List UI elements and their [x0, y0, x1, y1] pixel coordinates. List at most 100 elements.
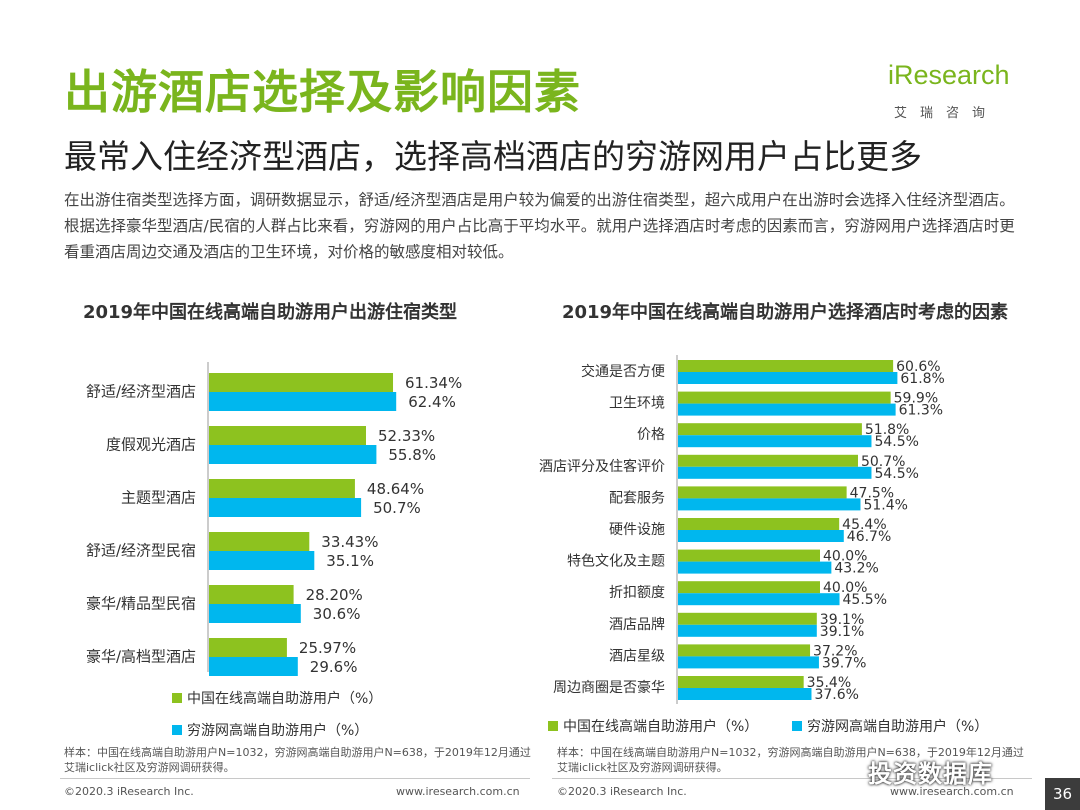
right-footer-rule	[552, 778, 1032, 779]
legend-label: 穷游网高端自助游用户（%）	[807, 719, 989, 735]
right-sample-note: 样本：中国在线高端自助游用户N=1032，穷游网高端自助游用户N=638，于20…	[557, 746, 1024, 774]
left-bar-green	[209, 479, 355, 498]
right-legend-item-green: 中国在线高端自助游用户（%）	[548, 716, 758, 736]
right-value-label: 47.5%	[850, 485, 894, 501]
legend-swatch-blue	[172, 725, 182, 735]
left-copyright: ©2020.3 iResearch Inc.	[64, 785, 194, 798]
right-value-label: 51.4%	[863, 497, 907, 513]
page-title: 出游酒店选择及影响因素	[64, 65, 581, 119]
right-chart-title: 2019年中国在线高端自助游用户选择酒店时考虑的因素	[561, 302, 1009, 323]
right-bar-green	[678, 612, 817, 625]
right-category-label: 卫生环境	[609, 396, 665, 412]
right-value-label: 39.7%	[822, 655, 866, 671]
right-value-label: 54.5%	[874, 466, 918, 482]
left-bar-green	[209, 532, 310, 551]
left-value-label: 28.20%	[306, 586, 363, 604]
right-value-label: 35.4%	[807, 675, 851, 691]
legend-swatch-green	[172, 693, 182, 703]
left-category-label: 豪华/精品型民宿	[86, 595, 196, 613]
right-bar-blue	[678, 466, 872, 479]
left-category-label: 度假观光酒店	[106, 436, 196, 454]
right-value-label: 51.8%	[865, 422, 909, 438]
logo-subtitle: 艾瑞咨询	[894, 106, 999, 121]
right-bar-green	[678, 644, 811, 657]
right-value-label: 60.6%	[896, 359, 940, 375]
right-bar-green	[678, 676, 804, 688]
right-bar-blue	[678, 624, 817, 637]
right-bar-green	[678, 549, 820, 562]
right-value-label: 46.7%	[847, 529, 891, 545]
right-bar-blue	[678, 498, 861, 511]
right-value-label: 45.5%	[843, 592, 887, 608]
right-value-label: 39.1%	[820, 624, 864, 640]
right-value-label: 54.5%	[874, 434, 918, 450]
right-bar-blue	[678, 530, 844, 542]
legend-swatch-green	[548, 721, 558, 731]
right-category-label: 价格	[637, 427, 665, 443]
right-category-label: 周边商圈是否豪华	[553, 680, 665, 696]
right-value-label: 39.1%	[820, 612, 864, 628]
right-category-label: 特色文化及主题	[567, 553, 665, 570]
right-value-label: 37.6%	[814, 687, 858, 703]
watermark: 投资数据库	[868, 760, 993, 788]
left-chart-title: 2019年中国在线高端自助游用户出游住宿类型	[82, 302, 458, 323]
right-copyright: ©2020.3 iResearch Inc.	[557, 785, 687, 798]
left-sample-note: 样本：中国在线高端自助游用户N=1032，穷游网高端自助游用户N=638，于20…	[64, 746, 531, 774]
right-bar-blue	[678, 403, 896, 416]
right-value-label: 59.9%	[894, 391, 938, 407]
left-bar-blue	[209, 604, 301, 623]
left-category-label: 舒适/经济型酒店	[86, 383, 196, 401]
left-value-label: 55.8%	[388, 446, 436, 464]
right-value-label: 61.8%	[900, 371, 944, 387]
right-bar-blue	[678, 372, 898, 384]
right-bar-green	[678, 423, 862, 436]
left-category-label: 主题型酒店	[121, 489, 196, 507]
left-legend-item-blue: 穷游网高端自助游用户（%）	[172, 720, 368, 740]
left-footer-rule	[60, 778, 530, 779]
left-value-label: 25.97%	[299, 639, 356, 657]
right-bar-green	[678, 518, 840, 530]
left-category-label: 豪华/高档型酒店	[86, 648, 196, 666]
left-bar-blue	[209, 445, 377, 464]
right-value-label: 50.7%	[861, 454, 905, 470]
left-value-label: 30.6%	[313, 605, 361, 623]
right-category-label: 酒店评分及住客评价	[539, 458, 665, 475]
right-category-label: 配套服务	[609, 490, 665, 506]
right-category-label: 酒店品牌	[609, 616, 665, 633]
legend-label: 中国在线高端自助游用户（%）	[187, 691, 383, 707]
left-value-label: 50.7%	[373, 499, 421, 517]
page-number: 36	[1045, 778, 1080, 810]
right-bar-green	[678, 391, 891, 404]
left-value-label: 33.43%	[321, 533, 378, 551]
left-value-label: 35.1%	[326, 552, 374, 570]
right-bar-green	[678, 581, 820, 594]
right-category-label: 酒店星级	[609, 648, 665, 664]
left-bar-green	[209, 373, 394, 392]
page-description: 在出游住宿类型选择方面，调研数据显示，舒适/经济型酒店是用户较为偏爱的出游住宿类…	[64, 191, 1015, 261]
left-value-label: 52.33%	[378, 427, 435, 445]
right-value-label: 40.0%	[823, 549, 867, 565]
left-url: www.iresearch.com.cn	[396, 785, 520, 798]
right-value-label: 61.3%	[899, 403, 943, 419]
left-bar-green	[209, 426, 366, 445]
right-category-label: 交通是否方便	[581, 363, 665, 380]
right-bar-blue	[678, 561, 832, 574]
right-category-label: 折扣额度	[609, 585, 665, 601]
left-bar-green	[209, 638, 287, 657]
left-value-label: 61.34%	[405, 374, 462, 392]
left-bar-blue	[209, 657, 298, 676]
left-legend-item-green: 中国在线高端自助游用户（%）	[172, 688, 382, 708]
left-value-label: 48.64%	[367, 480, 424, 498]
right-category-label: 硬件设施	[609, 522, 665, 538]
legend-swatch-blue	[792, 721, 802, 731]
right-bar-green	[678, 454, 858, 467]
left-category-label: 舒适/经济型民宿	[86, 542, 196, 560]
left-bar-green	[209, 585, 294, 604]
iresearch-logo: iResearch 艾瑞咨询	[888, 60, 1038, 125]
right-value-label: 43.2%	[834, 561, 878, 577]
right-legend-item-blue: 穷游网高端自助游用户（%）	[792, 716, 988, 736]
right-value-label: 45.4%	[842, 517, 886, 533]
left-value-label: 29.6%	[310, 658, 358, 676]
right-bar-blue	[678, 656, 819, 669]
